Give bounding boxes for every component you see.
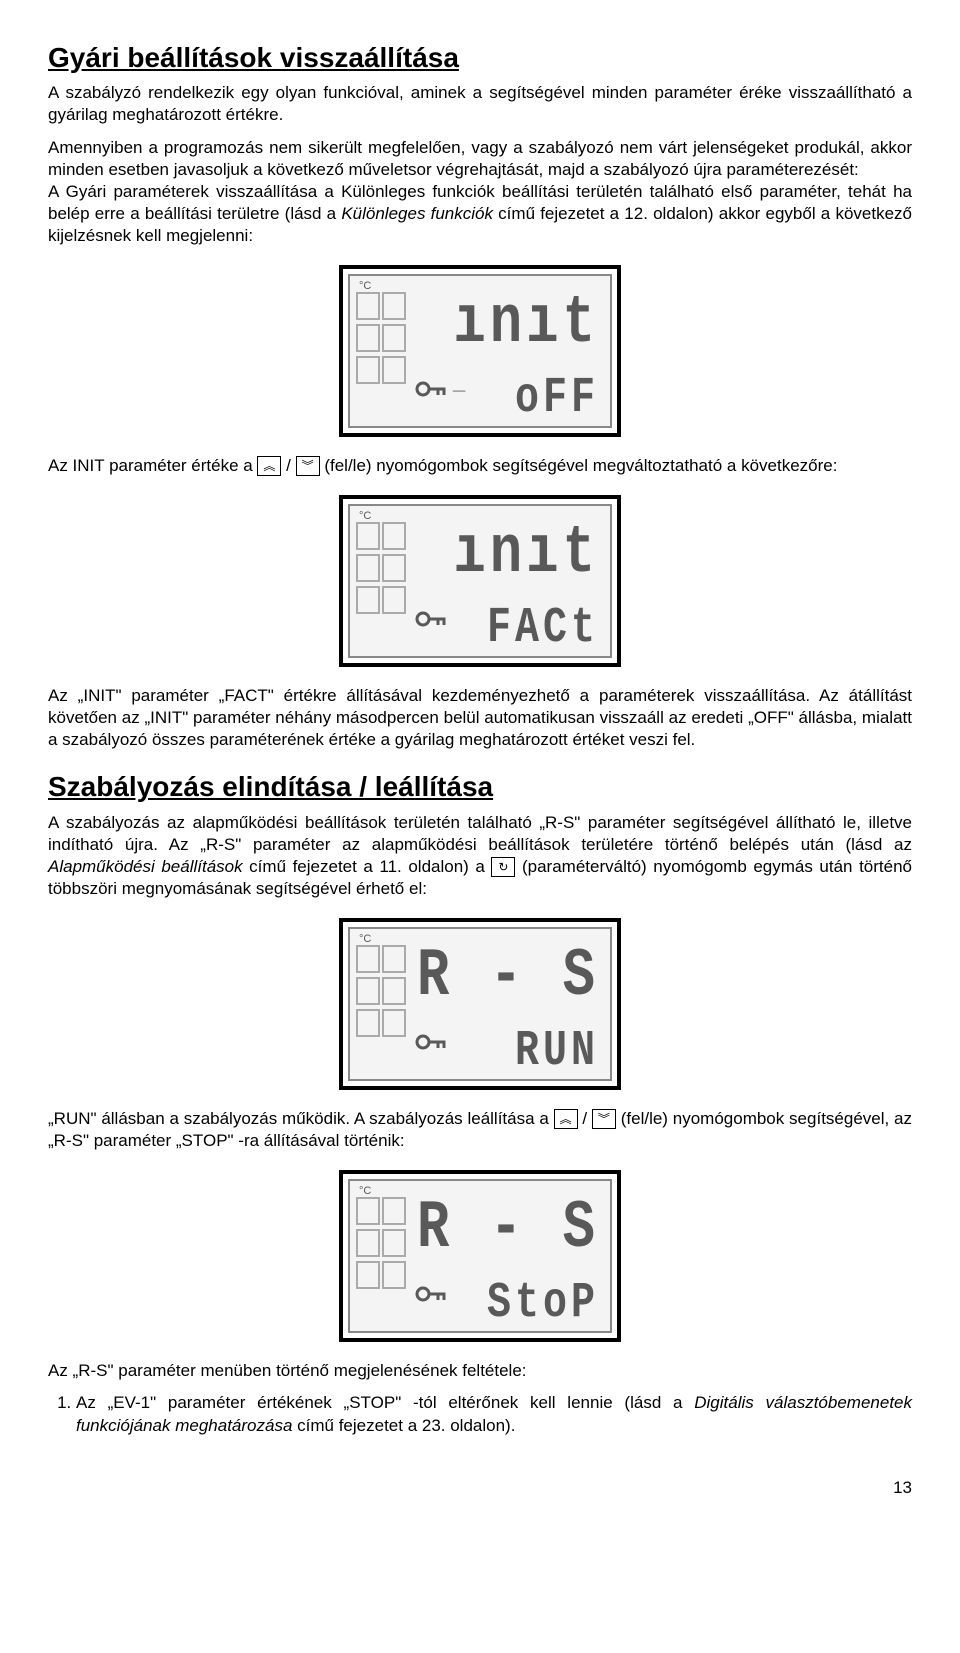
section2-title: Szabályozás elindítása / leállítása <box>48 769 912 805</box>
lcd-display-1: °C ınıt _ oFF <box>48 261 912 441</box>
s2p1c: című fejezetet a 11. oldalon) a <box>243 857 492 876</box>
lcd-display-3: °C R - S RUN <box>48 914 912 1094</box>
section1-p4: Az „INIT" paraméter „FACT" értékre állít… <box>48 685 912 751</box>
s2p1a: A szabályozás az alapműködési beállításo… <box>48 813 912 854</box>
svg-text:_: _ <box>452 369 466 394</box>
svg-text:°C: °C <box>359 1185 371 1197</box>
down-arrow-icon-2: ︾ <box>592 1109 616 1129</box>
svg-text:oFF: oFF <box>515 369 599 426</box>
s2p1b: Alapműködési beállítások <box>48 857 243 876</box>
s1p2a: Amennyiben a programozás nem sikerült me… <box>48 138 912 179</box>
svg-text:°C: °C <box>359 933 371 945</box>
lcd-display-4: °C R - S StoP <box>48 1166 912 1346</box>
up-arrow-icon: ︽ <box>257 456 281 476</box>
lcd-display-2: °C ınıt FACt <box>48 491 912 671</box>
li1c: című fejezetet a 23. oldalon). <box>292 1416 515 1435</box>
cycle-icon: ↻ <box>491 857 515 877</box>
section1-title: Gyári beállítások visszaállítása <box>48 40 912 76</box>
section1-detail: Amennyiben a programozás nem sikerült me… <box>48 137 912 247</box>
section2-p1: A szabályozás az alapműködési beállításo… <box>48 812 912 900</box>
s1p3b: (fel/le) nyomógombok segítségével megvál… <box>324 456 837 475</box>
s1p3a: Az INIT paraméter értéke a <box>48 456 257 475</box>
svg-text:RUN: RUN <box>515 1022 599 1079</box>
condition-item-1: Az „EV-1" paraméter értékének „STOP" -tó… <box>76 1392 912 1436</box>
li1a: Az „EV-1" paraméter értékének „STOP" -tó… <box>76 1393 694 1412</box>
svg-text:ınıt: ınıt <box>453 286 599 362</box>
section1-intro: A szabályzó rendelkezik egy olyan funkci… <box>48 82 912 126</box>
s2p2a: „RUN" állásban a szabályozás működik. A … <box>48 1109 554 1128</box>
up-arrow-icon-2: ︽ <box>554 1109 578 1129</box>
condition-list: Az „EV-1" paraméter értékének „STOP" -tó… <box>76 1392 912 1436</box>
s1p2c: Különleges funkciók <box>341 204 493 223</box>
section1-p3: Az INIT paraméter értéke a ︽ / ︾ (fel/le… <box>48 455 912 477</box>
svg-text:R - S: R - S <box>417 1191 599 1267</box>
svg-text:ınıt: ınıt <box>453 516 599 592</box>
svg-text:°C: °C <box>359 280 371 292</box>
svg-text:StoP: StoP <box>487 1274 599 1331</box>
svg-text:FACt: FACt <box>487 599 599 656</box>
section2-p2: „RUN" állásban a szabályozás működik. A … <box>48 1108 912 1152</box>
svg-text:R - S: R - S <box>417 939 599 1015</box>
page-number: 13 <box>48 1477 912 1499</box>
svg-text:°C: °C <box>359 510 371 522</box>
section2-p3: Az „R-S" paraméter menüben történő megje… <box>48 1360 912 1382</box>
down-arrow-icon: ︾ <box>296 456 320 476</box>
